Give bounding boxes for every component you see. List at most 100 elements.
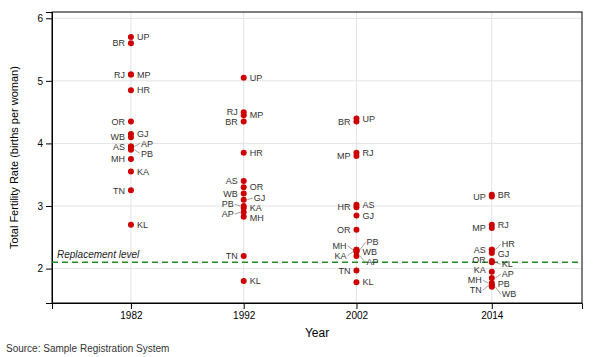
x-axis: 1982199220022014 <box>53 303 583 321</box>
point-label: MP <box>337 151 351 161</box>
point-label: OR <box>472 255 486 265</box>
point-label: AP <box>141 139 153 149</box>
point <box>128 134 134 140</box>
y-axis-title: Total Fertility Rate (births per woman) <box>8 66 20 249</box>
point <box>128 156 134 162</box>
point <box>353 249 359 255</box>
y-tick-mark <box>46 18 52 19</box>
point-label: PB <box>141 149 153 159</box>
point-label: MH <box>250 213 264 223</box>
point-label: AP <box>222 209 234 219</box>
point-label: BR <box>112 38 125 48</box>
plot-frame <box>52 12 582 303</box>
leader-line <box>235 204 241 206</box>
point <box>128 119 134 125</box>
chart: 1982199220022014 2 3 4 5 6 Replacement level UP… <box>0 0 600 357</box>
point <box>241 75 247 81</box>
point <box>128 72 134 78</box>
point <box>489 247 495 253</box>
leader-line <box>347 252 353 256</box>
point-label: GJ <box>498 249 510 259</box>
point-label: UP <box>362 114 375 124</box>
point <box>489 247 495 253</box>
leader-line <box>495 274 501 278</box>
point <box>241 178 247 184</box>
point-label: KA <box>334 251 346 261</box>
point-label: MH <box>332 241 346 251</box>
point-label: HR <box>502 239 515 249</box>
point-label: KA <box>474 265 486 275</box>
point-label: RJ <box>114 70 125 80</box>
point-label: BR <box>225 117 238 127</box>
point <box>353 227 359 233</box>
point-label: AS <box>113 142 125 152</box>
y-tick-label: 6 <box>37 13 43 24</box>
point <box>489 282 495 288</box>
y-tick-label: 5 <box>37 76 43 87</box>
point-label: MH <box>468 275 482 285</box>
y-axis-line <box>46 13 53 304</box>
point-label: HR <box>337 202 350 212</box>
point-label: UP <box>250 73 263 83</box>
point-label: UP <box>473 192 486 202</box>
point-label: MP <box>137 70 151 80</box>
point-label: KA <box>137 167 149 177</box>
point <box>241 119 247 125</box>
x-tick-label: 1992 <box>233 310 256 321</box>
point <box>128 169 134 175</box>
y-grid-line <box>52 18 582 19</box>
point-label: WB <box>362 247 377 257</box>
y-tick: 2 <box>37 263 52 274</box>
leader-line <box>134 143 140 146</box>
x-tick: 2014 <box>481 303 504 321</box>
point <box>128 40 134 46</box>
point <box>128 72 134 78</box>
y-tick-mark <box>46 269 52 270</box>
point-label: GJ <box>362 211 374 221</box>
x-tick-mark <box>356 303 357 309</box>
point-label: KL <box>137 220 148 230</box>
point-label: KA <box>250 203 262 213</box>
x-tick-mark <box>492 303 493 309</box>
point <box>489 192 495 198</box>
point <box>489 259 495 265</box>
point-label: GJ <box>254 193 266 203</box>
point-label: PB <box>366 237 378 247</box>
point <box>489 222 495 228</box>
point-label: HR <box>250 148 263 158</box>
point <box>241 109 247 115</box>
source: Source: Sample Registration System <box>6 343 169 354</box>
point <box>353 267 359 273</box>
point-label: TN <box>338 266 350 276</box>
point <box>353 119 359 125</box>
point-label: WB <box>502 289 517 299</box>
y-tick-mark <box>46 81 52 82</box>
y-tick-label: 2 <box>37 263 43 274</box>
leader-line <box>134 150 140 154</box>
point-label: RJ <box>362 148 373 158</box>
point-label: KL <box>502 259 513 269</box>
y-tick-label: 4 <box>37 138 43 149</box>
y-axis: 2 3 4 5 6 <box>37 13 52 304</box>
point-label: MP <box>472 223 486 233</box>
point-label: BR <box>338 117 351 127</box>
y-tick: 3 <box>37 201 52 212</box>
point-label: AP <box>502 269 514 279</box>
point-labels: UPMPHRGJAPPBKAKLBRRJORWBASMHTNUPMPHRORGJ… <box>110 32 516 299</box>
point <box>353 279 359 285</box>
reference-label: Replacement level <box>57 249 140 260</box>
leader-line <box>495 287 501 294</box>
point-label: OR <box>250 182 264 192</box>
point <box>128 34 134 40</box>
point-label: WB <box>223 189 238 199</box>
leader-line <box>247 198 253 200</box>
point-label: HR <box>137 85 150 95</box>
point-label: GJ <box>137 129 149 139</box>
x-tick: 1992 <box>233 303 256 321</box>
x-tick-mark <box>244 303 245 309</box>
point <box>241 150 247 156</box>
point <box>128 187 134 193</box>
point <box>241 214 247 220</box>
leader-line <box>347 246 353 250</box>
point-label: TN <box>113 186 125 196</box>
